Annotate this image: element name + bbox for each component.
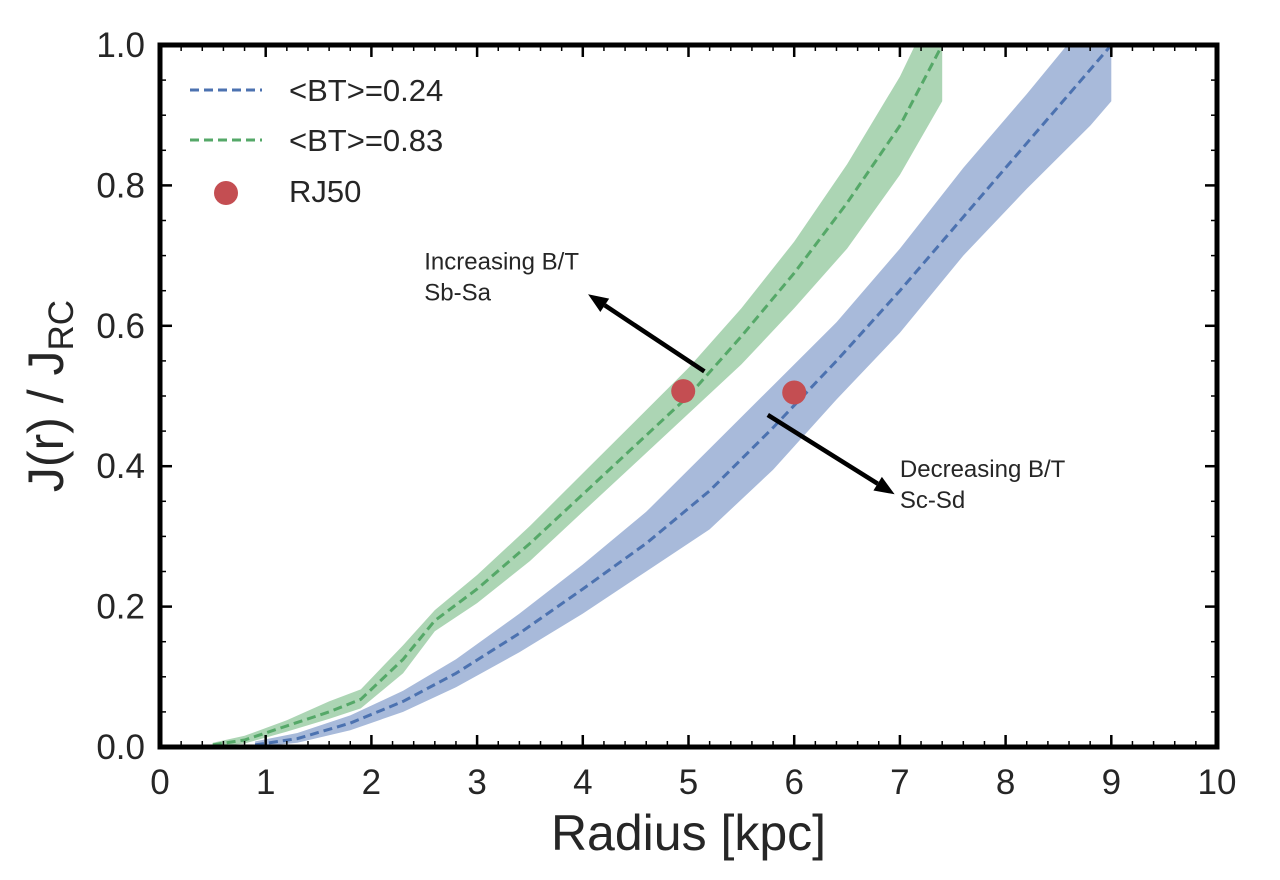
arrow-head [873, 476, 895, 495]
legend-label-rj50: RJ50 [289, 174, 361, 209]
annotation-texts: Increasing B/T Sb-Sa Decreasing B/T Sc-Sd [424, 249, 1065, 514]
arrow-shaft [603, 303, 706, 374]
annotation-line: Sb-Sa [424, 280, 491, 307]
x-tick-label: 10 [1198, 763, 1237, 802]
series-line-bt-083 [212, 45, 944, 747]
annotation-line: Decreasing B/T [900, 456, 1066, 483]
rj50-point [782, 380, 807, 405]
x-axis-label: Radius [kpc] [551, 805, 826, 861]
series-line-bt-024 [254, 45, 1113, 747]
band-bt-024 [255, 45, 1112, 747]
x-tick-label: 9 [1102, 763, 1121, 802]
y-tick-label: 1.0 [96, 26, 145, 65]
x-tick-label: 0 [150, 763, 169, 802]
y-tick-label: 0.6 [96, 307, 145, 346]
x-tick-label: 2 [362, 763, 381, 802]
tick-labels: 0 1 2 3 4 5 6 7 8 9 10 0.0 0.2 0.4 0.6 0.8 1.0 [96, 26, 1236, 802]
x-tick-label: 5 [679, 763, 698, 802]
axis-ticks [158, 43, 1219, 749]
y-axis-label-subscript: RC [42, 300, 81, 351]
annotation-line: Sc-Sd [900, 487, 965, 514]
y-axis-label: J(r) / JRC [18, 300, 81, 492]
x-tick-label: 6 [784, 763, 803, 802]
x-tick-label: 3 [467, 763, 486, 802]
annotation-arrows [588, 294, 895, 495]
x-tick-label: 8 [996, 763, 1015, 802]
series-lines [212, 45, 1113, 747]
uncertainty-bands [212, 45, 1112, 747]
arrow-shaft [766, 413, 879, 486]
rj50-markers [671, 379, 807, 405]
x-tick-label: 1 [256, 763, 275, 802]
y-tick-label: 0.4 [96, 447, 145, 486]
annotation-line: Increasing B/T [424, 249, 579, 276]
y-tick-label: 0.2 [96, 588, 145, 627]
arrow-head [588, 294, 610, 312]
legend-label-bt-024: <BT>=0.24 [289, 73, 443, 108]
y-axis-label-main: J(r) / J [18, 350, 74, 492]
legend-swatch-rj50 [214, 181, 238, 205]
x-tick-label: 4 [573, 763, 592, 802]
rj50-point [671, 379, 696, 404]
y-tick-label: 0.8 [96, 166, 145, 205]
legend: <BT>=0.24 <BT>=0.83 RJ50 [190, 73, 443, 209]
x-tick-label: 7 [890, 763, 909, 802]
legend-label-bt-083: <BT>=0.83 [289, 123, 443, 158]
y-tick-label: 0.0 [96, 728, 145, 767]
